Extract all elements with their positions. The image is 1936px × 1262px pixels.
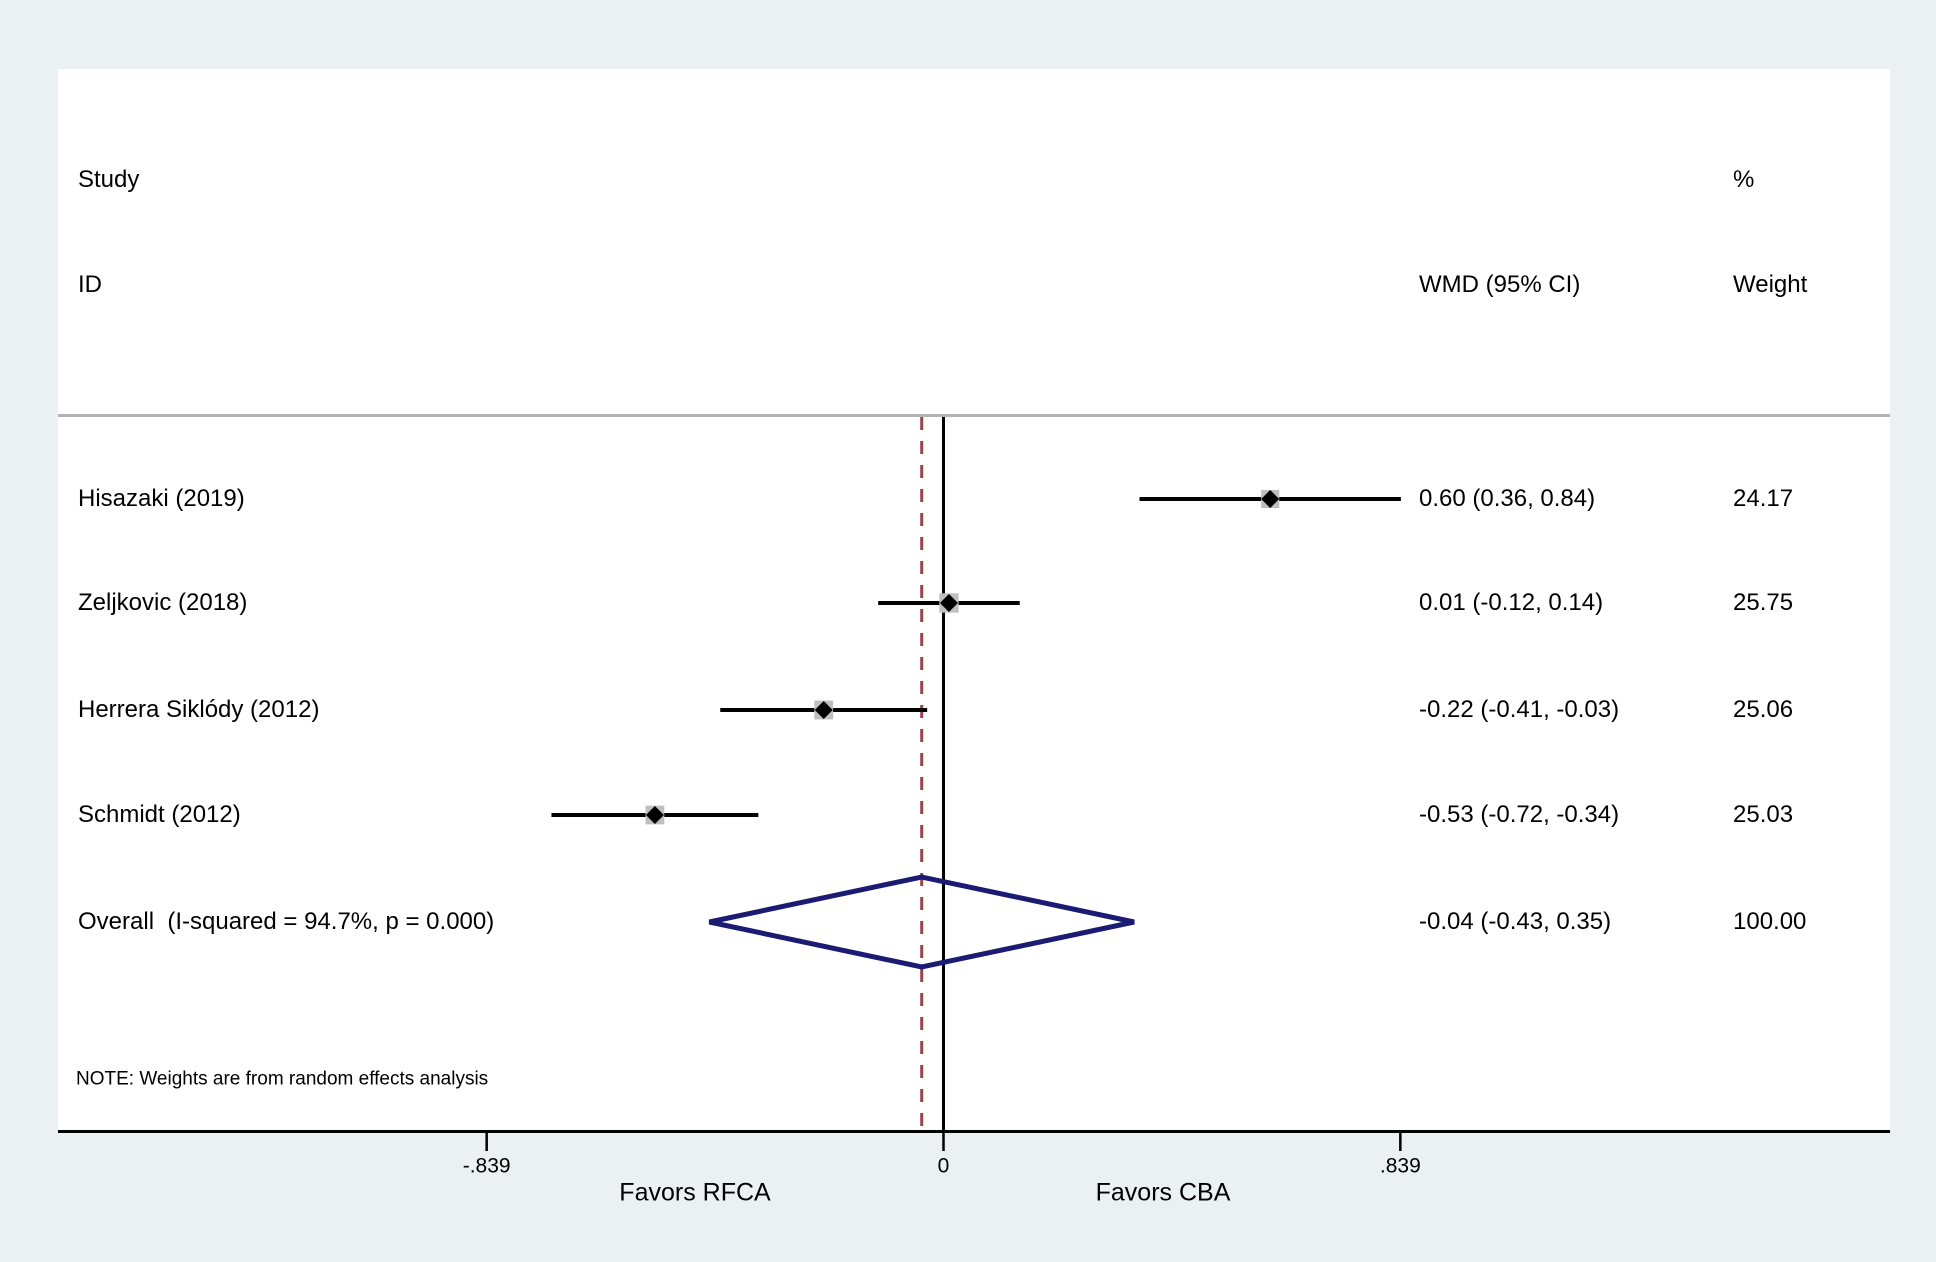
column-header-weight: Weight [1733,270,1808,298]
study-weight-value: 25.06 [1733,695,1794,723]
overall-label: Overall (I-squared = 94.7%, p = 0.000) [78,907,495,935]
study-wmd-value: -0.22 (-0.41, -0.03) [1419,695,1620,723]
study-label: Herrera Siklódy (2012) [78,695,320,723]
x-tick-label: .839 [1379,1154,1421,1178]
study-weight-value: 25.03 [1733,800,1794,828]
favors-right-label: Favors CBA [1095,1178,1231,1207]
favors-left-label: Favors RFCA [619,1178,771,1207]
study-label: Zeljkovic (2018) [78,588,248,616]
column-header-wmd: WMD (95% CI) [1419,270,1581,298]
note-text: NOTE: Weights are from random effects an… [76,1068,489,1090]
x-tick-label: -.839 [462,1154,511,1178]
column-header-percent: % [1733,165,1755,193]
column-header-id: ID [78,270,102,298]
study-wmd-value: 0.01 (-0.12, 0.14) [1419,588,1604,616]
study-weight-value: 25.75 [1733,588,1794,616]
overall-wmd-value: -0.04 (-0.43, 0.35) [1419,907,1612,935]
column-header-study: Study [78,165,140,193]
study-label: Schmidt (2012) [78,800,241,828]
plot-area [58,69,1890,1132]
study-weight-value: 24.17 [1733,484,1794,512]
x-tick-label: 0 [937,1154,950,1178]
study-wmd-value: 0.60 (0.36, 0.84) [1419,484,1596,512]
study-label: Hisazaki (2019) [78,484,245,512]
overall-weight-value: 100.00 [1733,907,1807,935]
study-wmd-value: -0.53 (-0.72, -0.34) [1419,800,1620,828]
